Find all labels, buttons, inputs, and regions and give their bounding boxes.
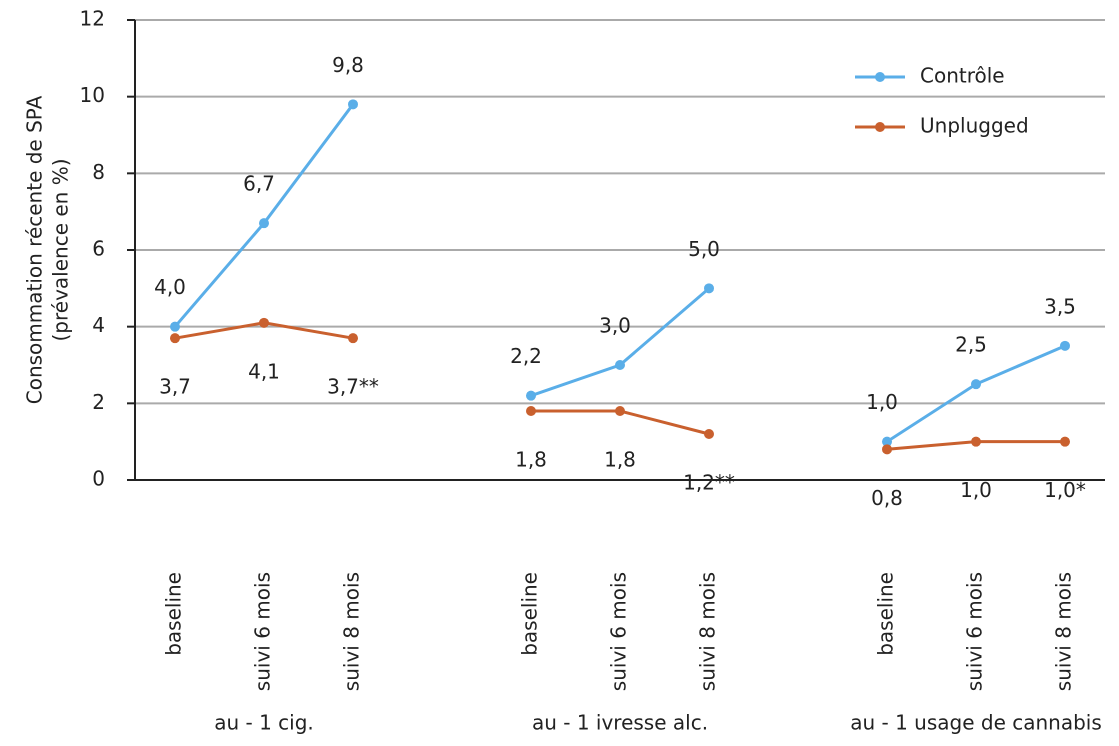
value-label: 3,0 [599, 314, 631, 338]
x-tick-label: baseline [874, 572, 898, 656]
point [259, 317, 269, 328]
point [882, 444, 892, 455]
y-axis-label-line: Consommation récente de SPA [23, 95, 47, 404]
point [971, 379, 981, 390]
point [615, 360, 625, 370]
point [704, 283, 714, 294]
value-label: 4,1 [248, 359, 280, 383]
group-label: au - 1 ivresse alc. [532, 711, 708, 735]
series-line [173, 103, 1066, 443]
y-tick-label: 12 [80, 7, 105, 31]
value-label: 3,7** [327, 375, 379, 399]
x-tick-label: baseline [162, 572, 186, 656]
value-label: 1,0 [960, 478, 992, 502]
value-label: 3,5 [1044, 294, 1076, 318]
value-label: 1,8 [604, 448, 636, 472]
x-tick-label: suivi 6 mois [607, 572, 631, 691]
value-label: 1,2** [683, 471, 735, 495]
x-tick-label: suivi 8 mois [340, 572, 364, 691]
point [348, 333, 358, 344]
value-label: 1,8 [515, 448, 547, 472]
value-label: 1,0 [866, 390, 898, 414]
value-label: 1,0* [1044, 478, 1086, 502]
point [971, 436, 981, 447]
group-label: au - 1 cig. [214, 711, 314, 735]
y-tick-label: 0 [92, 467, 105, 491]
value-label: 5,0 [688, 237, 720, 261]
x-tick-label: suivi 8 mois [696, 572, 720, 691]
y-tick-label: 8 [92, 160, 105, 184]
point [704, 429, 714, 439]
value-label: 4,0 [154, 275, 186, 299]
legend-label: Unplugged [920, 114, 1029, 138]
value-label: 2,5 [955, 333, 987, 357]
value-label: 6,7 [243, 172, 275, 196]
point [170, 333, 180, 344]
x-tick-label: suivi 6 mois [963, 572, 987, 691]
x-tick-label: baseline [518, 572, 542, 656]
point [259, 218, 269, 229]
group-label: au - 1 usage de cannabis [850, 711, 1102, 735]
point [170, 321, 180, 332]
point [882, 436, 892, 447]
point [1060, 340, 1070, 351]
point [348, 99, 358, 110]
point [526, 406, 536, 416]
x-tick-label: suivi 6 mois [251, 572, 275, 691]
y-tick-label: 6 [92, 237, 105, 261]
point [615, 406, 625, 416]
value-label: 0,8 [871, 486, 903, 510]
legend-label: Contrôle [920, 64, 1005, 88]
y-tick-label: 10 [80, 83, 105, 107]
value-label: 9,8 [332, 53, 364, 77]
y-axis-label-line: (prévalence en %) [49, 158, 73, 341]
y-tick-label: 4 [92, 313, 105, 337]
legend-marker [875, 72, 885, 82]
point [1060, 436, 1070, 447]
y-tick-label: 2 [92, 390, 105, 414]
value-label: 3,7 [159, 375, 191, 399]
legend-marker [875, 122, 885, 132]
point [526, 390, 536, 401]
series-line [174, 321, 1065, 451]
x-tick-label: suivi 8 mois [1052, 572, 1076, 691]
value-label: 2,2 [510, 344, 542, 368]
y-axis-label: Consommation récente de SPA (prévalence … [23, 95, 73, 404]
